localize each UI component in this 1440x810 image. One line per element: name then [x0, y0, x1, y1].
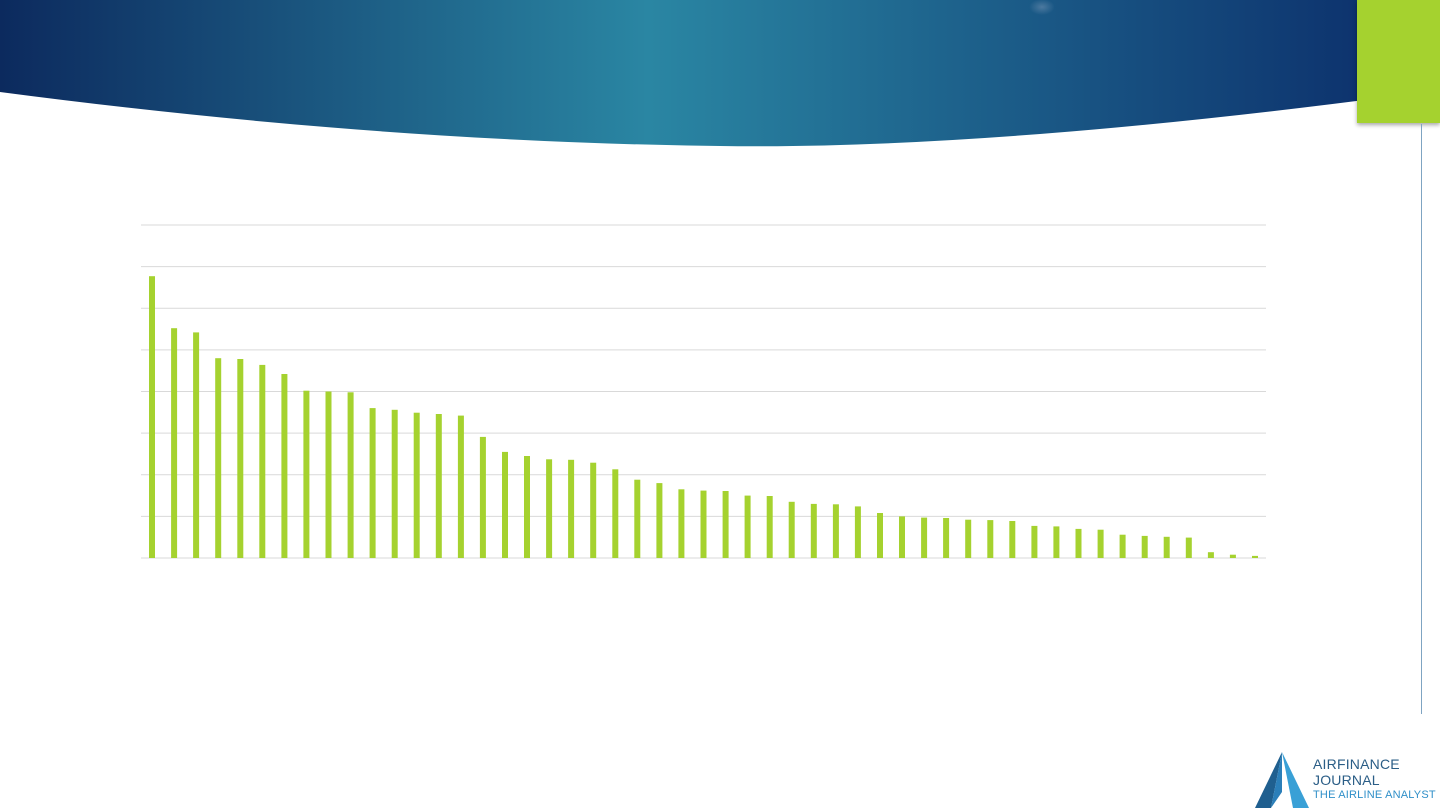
bar — [237, 359, 244, 558]
bar — [479, 436, 486, 558]
bar — [1252, 555, 1258, 558]
logo-line-1: AIRFINANCE — [1313, 756, 1400, 772]
bar — [1031, 525, 1038, 558]
bar — [943, 518, 950, 558]
chart-bars — [149, 276, 1258, 558]
bar — [1207, 552, 1214, 558]
bar — [1163, 536, 1170, 558]
bar — [149, 276, 155, 558]
bar — [369, 408, 376, 558]
bar — [171, 328, 178, 558]
bar — [854, 506, 861, 558]
bar — [1119, 534, 1126, 558]
bar — [347, 392, 354, 558]
bar — [281, 374, 288, 558]
bar — [1141, 535, 1148, 558]
bar — [303, 390, 310, 558]
bar — [435, 414, 442, 558]
company-logo: AIRFINANCE JOURNAL THE AIRLINE ANALYST — [1255, 750, 1436, 808]
bar — [678, 489, 685, 558]
bar — [259, 364, 266, 558]
bar — [810, 503, 817, 558]
side-rule — [1421, 124, 1422, 714]
bar — [899, 516, 905, 558]
bar — [1053, 526, 1060, 558]
bar — [722, 491, 729, 558]
bar — [457, 415, 464, 558]
bar — [1009, 521, 1016, 558]
bar — [1229, 554, 1236, 558]
airfinance-journal-logo-icon — [1255, 752, 1309, 808]
bar — [524, 456, 530, 558]
bar — [656, 483, 663, 558]
bar — [788, 501, 795, 558]
logo-line-2: JOURNAL — [1313, 772, 1380, 788]
bar — [546, 459, 553, 558]
bar — [766, 496, 773, 558]
bar — [700, 490, 707, 558]
bar — [590, 462, 597, 558]
bar — [1075, 528, 1082, 558]
bar — [413, 412, 420, 558]
bar — [325, 391, 332, 558]
header-banner — [0, 0, 1440, 147]
bar — [568, 459, 575, 558]
accent-tab — [1357, 0, 1440, 123]
bar — [634, 479, 641, 558]
bar — [744, 495, 751, 558]
bar — [877, 513, 883, 558]
bar — [193, 332, 200, 558]
bar — [391, 409, 398, 558]
bar — [921, 517, 928, 558]
bar — [502, 451, 508, 558]
logo-tagline: THE AIRLINE ANALYST — [1313, 789, 1436, 801]
bar — [832, 504, 839, 558]
bar — [965, 519, 972, 558]
bar — [612, 469, 619, 558]
bar — [1097, 529, 1104, 558]
bar — [215, 358, 222, 558]
bar — [1185, 537, 1192, 558]
bar — [987, 520, 994, 558]
